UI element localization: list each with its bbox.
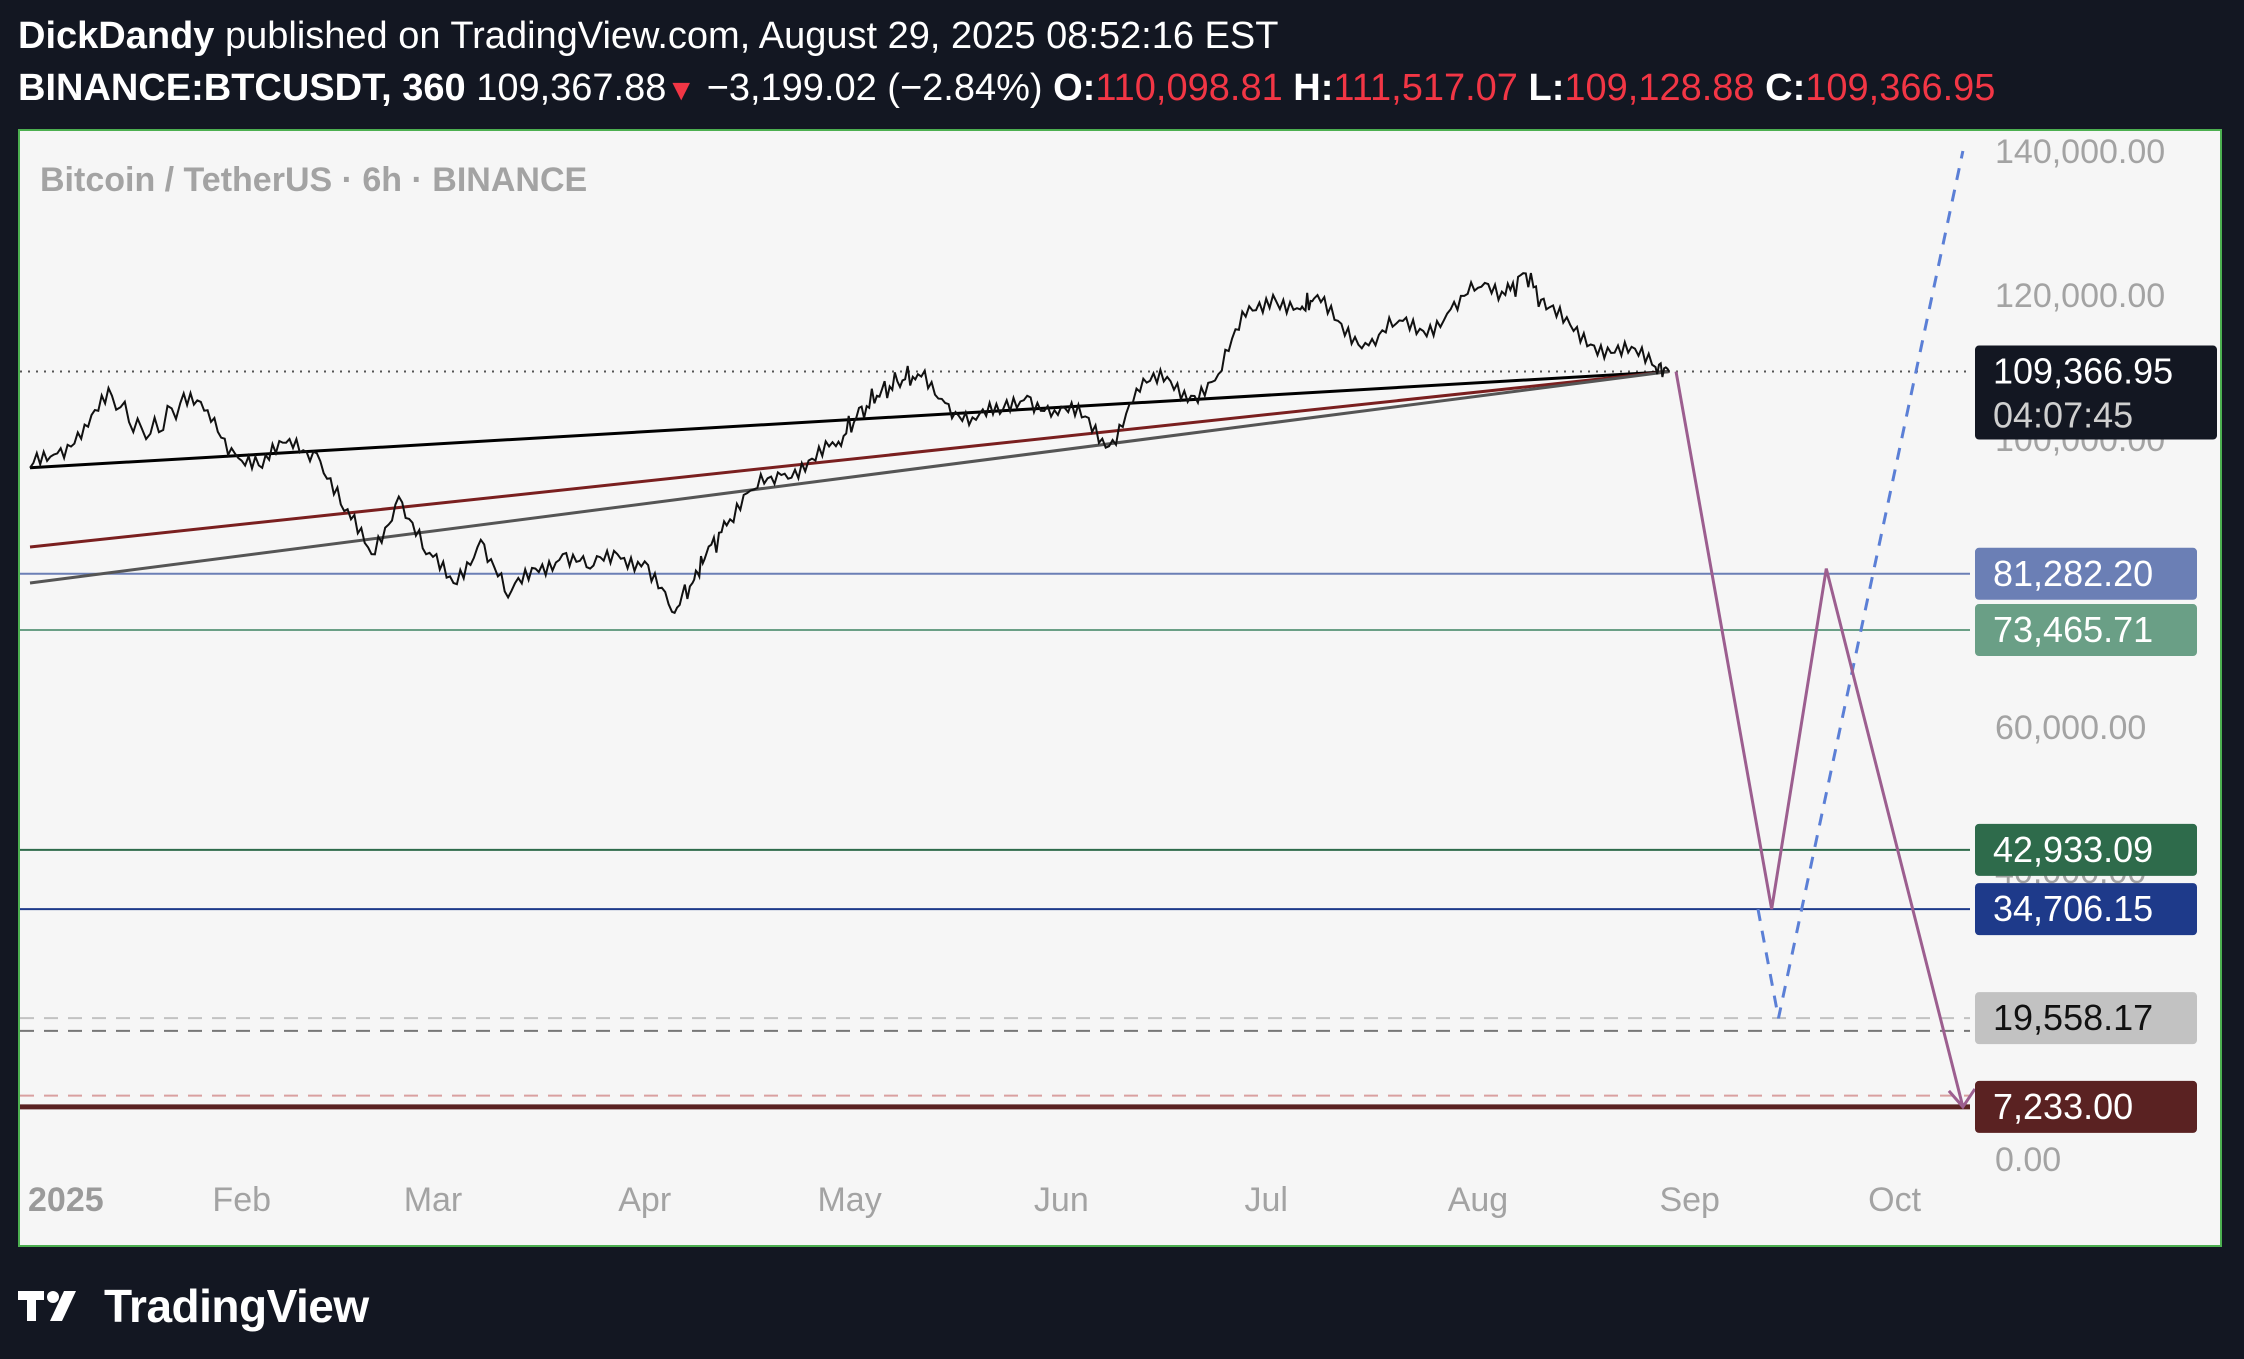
level-price-label-bg (1975, 883, 2197, 936)
author-name[interactable]: DickDandy (18, 15, 215, 57)
close-label: C: (1765, 67, 1806, 109)
x-tick-label: Feb (212, 1181, 271, 1219)
published-text: published on TradingView.com, August 29,… (224, 15, 1279, 57)
chart-title: Bitcoin / TetherUS · 6h · BINANCE (40, 161, 587, 199)
level-price-label: 81,282.20 (1993, 553, 2153, 594)
publish-line: DickDandy published on TradingView.com, … (18, 10, 2228, 62)
down-arrow-icon: ▼ (666, 74, 697, 107)
y-tick-label: 140,000.00 (1995, 133, 2165, 171)
tradingview-footer: TradingView (18, 1276, 369, 1336)
y-tick-label: 60,000.00 (1995, 709, 2146, 747)
x-tick-label: Oct (1868, 1181, 1921, 1219)
trendline[interactable] (29, 370, 1670, 549)
price-series (29, 272, 1671, 615)
level-price-label-bg (1975, 992, 2197, 1045)
low-label: L: (1528, 67, 1565, 109)
open-value: 110,098.81 (1095, 67, 1283, 109)
low-value: 109,128.88 (1564, 67, 1755, 109)
x-tick-label: May (817, 1181, 881, 1219)
last-price: 109,367.88 (476, 67, 667, 109)
quote-line: BINANCE:BTCUSDT, 360 109,367.88▼ −3,199.… (18, 62, 2228, 117)
price-chart[interactable]: Bitcoin / TetherUS · 6h · BINANCE 140,000… (20, 131, 2220, 1245)
projection-arrowhead-icon (1947, 1088, 1977, 1110)
y-tick-label: 120,000.00 (1995, 277, 2165, 315)
chart-header: DickDandy published on TradingView.com, … (18, 10, 2228, 117)
y-tick-label: 0.00 (1995, 1141, 2061, 1179)
level-price-label-bg (1975, 823, 2197, 876)
projection-path[interactable] (1674, 371, 1965, 1108)
symbol-label: BINANCE:BTCUSDT, 360 (18, 67, 466, 109)
projection-dashed-path[interactable] (1756, 150, 1965, 1019)
close-value: 109,366.95 (1805, 67, 1996, 109)
level-price-label: 19,558.17 (1993, 997, 2153, 1038)
current-price-badge-bg (1975, 345, 2217, 440)
chart-area[interactable]: Bitcoin / TetherUS · 6h · BINANCE 140,000… (18, 129, 2222, 1247)
high-value: 111,517.07 (1333, 67, 1518, 109)
x-tick-label: Jul (1244, 1181, 1287, 1219)
current-price-label: 109,366.95 (1993, 351, 2173, 392)
x-tick-label: Apr (618, 1181, 671, 1219)
x-tick-label: Sep (1659, 1181, 1720, 1219)
level-price-label: 42,933.09 (1993, 829, 2153, 870)
high-label: H: (1293, 67, 1334, 109)
x-tick-label: Aug (1448, 1181, 1509, 1219)
level-price-label-bg (1975, 1080, 2197, 1133)
level-price-label: 7,233.00 (1993, 1086, 2133, 1127)
x-tick-label: Mar (404, 1181, 463, 1219)
level-price-label: 34,706.15 (1993, 888, 2153, 929)
tradingview-logo-icon (18, 1291, 76, 1321)
open-label: O: (1053, 67, 1096, 109)
x-tick-label: Jun (1034, 1181, 1089, 1219)
bar-countdown-label: 04:07:45 (1993, 395, 2133, 436)
price-change: −3,199.02 (−2.84%) (706, 67, 1043, 109)
trendline[interactable] (29, 370, 1670, 585)
level-price-label: 73,465.71 (1993, 609, 2153, 650)
level-price-label-bg (1975, 547, 2197, 600)
tradingview-brand[interactable]: TradingView (104, 1280, 369, 1332)
x-tick-label: 2025 (28, 1181, 104, 1219)
level-price-label-bg (1975, 604, 2197, 657)
